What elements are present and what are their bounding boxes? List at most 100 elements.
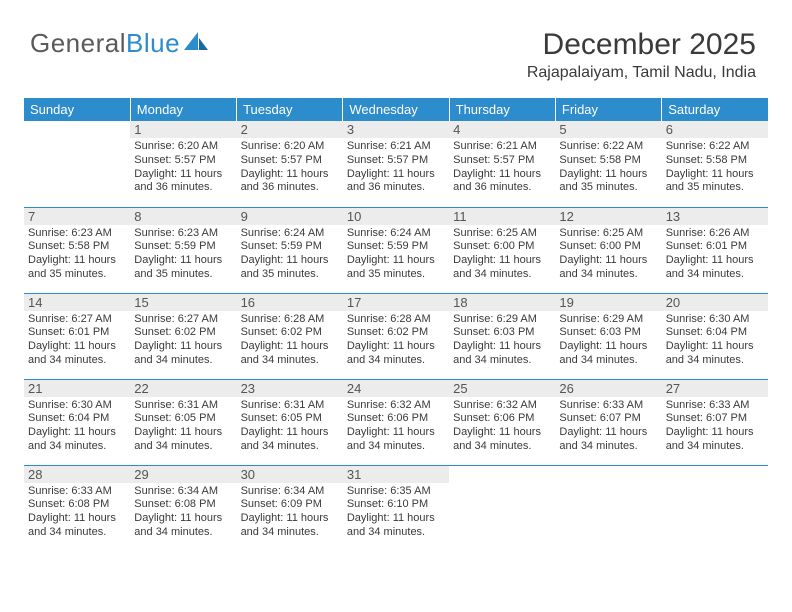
day-number: 17	[343, 294, 449, 311]
logo-text-general: General	[30, 28, 126, 59]
sunset-text: Sunset: 5:57 PM	[347, 154, 445, 168]
sunset-text: Sunset: 6:07 PM	[559, 412, 657, 426]
day-number: 27	[662, 380, 768, 397]
sunrise-text: Sunrise: 6:34 AM	[134, 485, 232, 499]
day-number: 14	[24, 294, 130, 311]
day-info: Sunrise: 6:33 AMSunset: 6:07 PMDaylight:…	[666, 399, 764, 454]
daylight-text: Daylight: 11 hours and 34 minutes.	[28, 340, 126, 368]
sunset-text: Sunset: 5:59 PM	[347, 240, 445, 254]
weekday-header: Saturday	[662, 98, 768, 121]
sunset-text: Sunset: 5:58 PM	[28, 240, 126, 254]
logo-sail-icon	[184, 28, 210, 59]
calendar-day-cell: 18Sunrise: 6:29 AMSunset: 6:03 PMDayligh…	[449, 293, 555, 379]
sunset-text: Sunset: 6:02 PM	[134, 326, 232, 340]
daylight-text: Daylight: 11 hours and 36 minutes.	[453, 168, 551, 196]
daylight-text: Daylight: 11 hours and 34 minutes.	[241, 512, 339, 540]
daylight-text: Daylight: 11 hours and 34 minutes.	[666, 254, 764, 282]
weekday-header: Wednesday	[343, 98, 449, 121]
sunset-text: Sunset: 6:03 PM	[453, 326, 551, 340]
daylight-text: Daylight: 11 hours and 34 minutes.	[453, 340, 551, 368]
day-number: 21	[24, 380, 130, 397]
logo: GeneralBlue	[30, 28, 210, 59]
day-info: Sunrise: 6:21 AMSunset: 5:57 PMDaylight:…	[453, 140, 551, 195]
daylight-text: Daylight: 11 hours and 34 minutes.	[453, 254, 551, 282]
calendar-day-cell: 31 Sunrise: 6:35 AMSunset: 6:10 PMDayligh…	[343, 465, 449, 551]
sunset-text: Sunset: 5:58 PM	[666, 154, 764, 168]
daylight-text: Daylight: 11 hours and 34 minutes.	[28, 426, 126, 454]
calendar-day-cell	[555, 465, 661, 551]
calendar-day-cell: 27 Sunrise: 6:33 AMSunset: 6:07 PMDayligh…	[662, 379, 768, 465]
sunrise-text: Sunrise: 6:35 AM	[347, 485, 445, 499]
sunset-text: Sunset: 5:57 PM	[453, 154, 551, 168]
day-number: 12	[555, 208, 661, 225]
day-number: 30	[237, 466, 343, 483]
sunrise-text: Sunrise: 6:33 AM	[28, 485, 126, 499]
day-number: 11	[449, 208, 555, 225]
sunset-text: Sunset: 5:57 PM	[134, 154, 232, 168]
sunrise-text: Sunrise: 6:32 AM	[347, 399, 445, 413]
day-info: Sunrise: 6:35 AMSunset: 6:10 PMDaylight:…	[347, 485, 445, 540]
calendar-day-cell: 30Sunrise: 6:34 AMSunset: 6:09 PMDayligh…	[237, 465, 343, 551]
daylight-text: Daylight: 11 hours and 34 minutes.	[347, 426, 445, 454]
day-number: 5	[555, 121, 661, 138]
calendar-day-cell: 10 Sunrise: 6:24 AMSunset: 5:59 PMDayligh…	[343, 207, 449, 293]
calendar-header-row: SundayMondayTuesdayWednesdayThursdayFrid…	[24, 98, 768, 121]
calendar-day-cell	[662, 465, 768, 551]
calendar-week-row: 21Sunrise: 6:30 AMSunset: 6:04 PMDayligh…	[24, 379, 768, 465]
sunset-text: Sunset: 6:10 PM	[347, 498, 445, 512]
sunrise-text: Sunrise: 6:22 AM	[559, 140, 657, 154]
daylight-text: Daylight: 11 hours and 34 minutes.	[134, 426, 232, 454]
sunrise-text: Sunrise: 6:24 AM	[347, 227, 445, 241]
calendar-day-cell: 28Sunrise: 6:33 AMSunset: 6:08 PMDayligh…	[24, 465, 130, 551]
day-info: Sunrise: 6:24 AMSunset: 5:59 PMDaylight:…	[347, 227, 445, 282]
sunrise-text: Sunrise: 6:23 AM	[134, 227, 232, 241]
sunrise-text: Sunrise: 6:25 AM	[453, 227, 551, 241]
day-number: 16	[237, 294, 343, 311]
calendar-day-cell: 15Sunrise: 6:27 AMSunset: 6:02 PMDayligh…	[130, 293, 236, 379]
calendar-week-row: 7Sunrise: 6:23 AMSunset: 5:58 PMDaylight…	[24, 207, 768, 293]
calendar-day-cell: 25Sunrise: 6:32 AMSunset: 6:06 PMDayligh…	[449, 379, 555, 465]
sunrise-text: Sunrise: 6:29 AM	[453, 313, 551, 327]
sunrise-text: Sunrise: 6:31 AM	[134, 399, 232, 413]
day-info: Sunrise: 6:21 AMSunset: 5:57 PMDaylight:…	[347, 140, 445, 195]
day-number: 13	[662, 208, 768, 225]
calendar-week-row: 28Sunrise: 6:33 AMSunset: 6:08 PMDayligh…	[24, 465, 768, 551]
day-number: 10	[343, 208, 449, 225]
daylight-text: Daylight: 11 hours and 34 minutes.	[453, 426, 551, 454]
sunrise-text: Sunrise: 6:21 AM	[453, 140, 551, 154]
day-info: Sunrise: 6:29 AMSunset: 6:03 PMDaylight:…	[559, 313, 657, 368]
header: GeneralBlue December 2025 Rajapalaiyam, …	[0, 0, 792, 90]
calendar-day-cell: 13 Sunrise: 6:26 AMSunset: 6:01 PMDayligh…	[662, 207, 768, 293]
sunset-text: Sunset: 6:02 PM	[241, 326, 339, 340]
sunset-text: Sunset: 5:59 PM	[241, 240, 339, 254]
sunset-text: Sunset: 6:00 PM	[453, 240, 551, 254]
day-number: 9	[237, 208, 343, 225]
calendar-day-cell: 11 Sunrise: 6:25 AMSunset: 6:00 PMDayligh…	[449, 207, 555, 293]
sunset-text: Sunset: 6:02 PM	[347, 326, 445, 340]
day-info: Sunrise: 6:23 AMSunset: 5:59 PMDaylight:…	[134, 227, 232, 282]
page-subtitle: Rajapalaiyam, Tamil Nadu, India	[527, 64, 756, 82]
calendar-day-cell: 3Sunrise: 6:21 AMSunset: 5:57 PMDaylight…	[343, 121, 449, 207]
daylight-text: Daylight: 11 hours and 36 minutes.	[241, 168, 339, 196]
day-number: 25	[449, 380, 555, 397]
calendar-day-cell: 17Sunrise: 6:28 AMSunset: 6:02 PMDayligh…	[343, 293, 449, 379]
calendar-day-cell: 20Sunrise: 6:30 AMSunset: 6:04 PMDayligh…	[662, 293, 768, 379]
calendar-day-cell: 12Sunrise: 6:25 AMSunset: 6:00 PMDayligh…	[555, 207, 661, 293]
sunrise-text: Sunrise: 6:26 AM	[666, 227, 764, 241]
title-block: December 2025 Rajapalaiyam, Tamil Nadu, …	[527, 28, 756, 82]
sunset-text: Sunset: 6:01 PM	[666, 240, 764, 254]
day-info: Sunrise: 6:27 AMSunset: 6:01 PMDaylight:…	[28, 313, 126, 368]
sunrise-text: Sunrise: 6:20 AM	[134, 140, 232, 154]
calendar-day-cell: 24Sunrise: 6:32 AMSunset: 6:06 PMDayligh…	[343, 379, 449, 465]
sunrise-text: Sunrise: 6:28 AM	[241, 313, 339, 327]
day-info: Sunrise: 6:32 AMSunset: 6:06 PMDaylight:…	[347, 399, 445, 454]
calendar-day-cell: 1Sunrise: 6:20 AMSunset: 5:57 PMDaylight…	[130, 121, 236, 207]
day-info: Sunrise: 6:27 AMSunset: 6:02 PMDaylight:…	[134, 313, 232, 368]
daylight-text: Daylight: 11 hours and 35 minutes.	[241, 254, 339, 282]
day-number: 31	[343, 466, 449, 483]
sunrise-text: Sunrise: 6:29 AM	[559, 313, 657, 327]
day-number: 26	[555, 380, 661, 397]
day-info: Sunrise: 6:33 AMSunset: 6:08 PMDaylight:…	[28, 485, 126, 540]
day-info: Sunrise: 6:23 AMSunset: 5:58 PMDaylight:…	[28, 227, 126, 282]
sunrise-text: Sunrise: 6:20 AM	[241, 140, 339, 154]
